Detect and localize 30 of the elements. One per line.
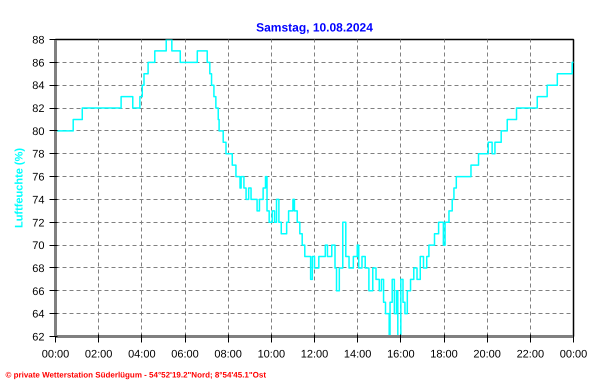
y-tick-label: 62: [32, 332, 45, 344]
y-tick-label: 76: [32, 172, 45, 184]
x-tick-label: 06:00: [171, 348, 199, 360]
x-tick-label: 10:00: [258, 348, 286, 360]
y-tick-label: 78: [32, 148, 45, 161]
x-tick-label: 00:00: [42, 348, 70, 360]
x-tick-label: 16:00: [387, 348, 415, 360]
x-tick-label: 20:00: [473, 348, 501, 360]
text: © private Wetterstation Süderlügum - 54°52'19.2"Nord; 8°54'45.1"Ost: [6, 370, 266, 380]
y-tick-label: 82: [32, 103, 45, 116]
y-tick-label: 70: [32, 240, 45, 252]
y-tick-label: 64: [32, 308, 45, 321]
y-tick-label: 80: [32, 126, 45, 138]
x-tick-label: 02:00: [84, 348, 112, 360]
x-tick-label: 22:00: [516, 348, 544, 360]
y-tick-label: 74: [32, 194, 45, 206]
y-tick-label: 72: [32, 217, 45, 230]
x-tick-label: 04:00: [128, 348, 156, 360]
y-tick-label: 66: [32, 286, 45, 298]
x-tick-label: 08:00: [214, 348, 242, 360]
x-tick-label: 18:00: [430, 348, 458, 360]
x-tick-label: 00:00: [560, 348, 588, 360]
x-tick-label: 14:00: [344, 348, 372, 360]
y-tick-label: 86: [32, 57, 45, 70]
y-tick-label: 68: [32, 262, 45, 275]
chart-title: Samstag, 10.08.2024: [256, 20, 374, 34]
y-tick-label: 88: [32, 34, 45, 46]
x-tick-label: 12:00: [300, 348, 328, 360]
y-tick-label: 84: [32, 80, 45, 92]
y-axis-title: Luftfeuchte (%): [13, 148, 26, 228]
